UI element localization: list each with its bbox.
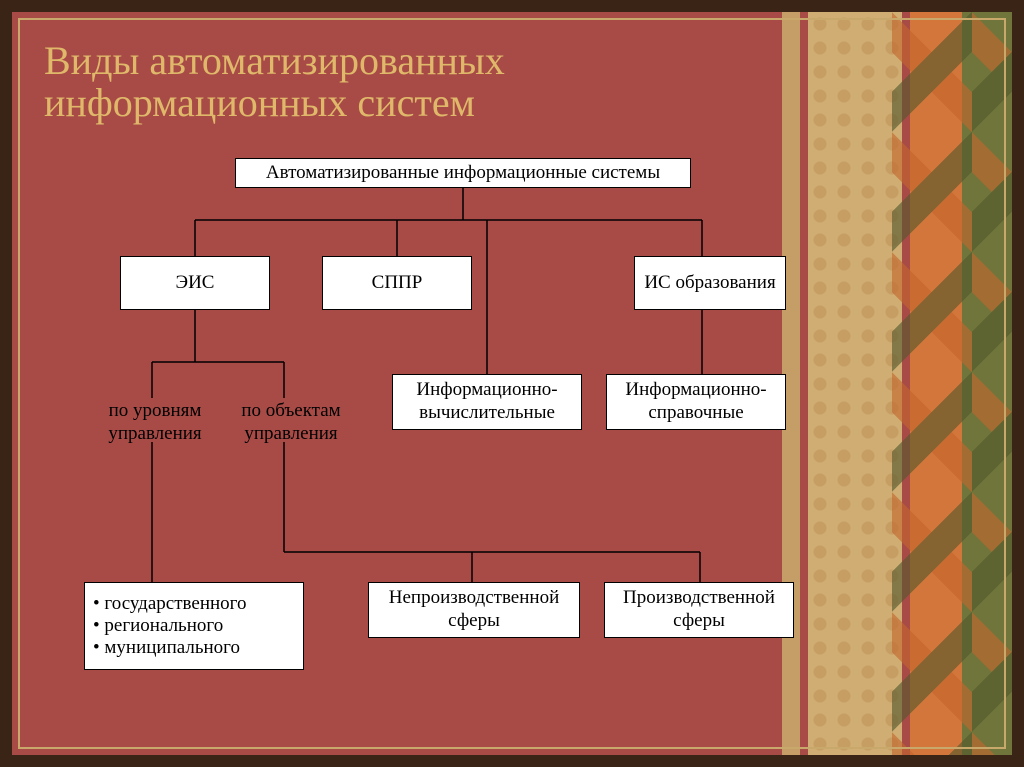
node-root: Автоматизированные информационные систем… bbox=[235, 158, 691, 188]
label-by-level: по уровням управления bbox=[90, 400, 220, 446]
bullet-item: регионального bbox=[93, 615, 289, 637]
node-eis: ЭИС bbox=[120, 256, 270, 310]
node-nonprod-sphere: Непроизводственной сферы bbox=[368, 582, 580, 638]
node-prod-sphere: Производственной сферы bbox=[604, 582, 794, 638]
bullet-item: государственного bbox=[93, 593, 289, 615]
slide: Виды автоматизированных информационных с… bbox=[0, 0, 1024, 767]
label-by-object: по объектам управления bbox=[226, 400, 356, 446]
slide-title: Виды автоматизированных информационных с… bbox=[44, 40, 762, 124]
bullet-item: муниципального bbox=[93, 637, 289, 659]
decorative-right-panel bbox=[782, 12, 1012, 755]
node-info-ref: Информационно-справочные bbox=[606, 374, 786, 430]
node-is-education: ИС образования bbox=[634, 256, 786, 310]
node-info-calc: Информационно-вычислительные bbox=[392, 374, 582, 430]
node-government-levels: государственногорегиональногомуниципальн… bbox=[84, 582, 304, 670]
node-sppr: СППР bbox=[322, 256, 472, 310]
